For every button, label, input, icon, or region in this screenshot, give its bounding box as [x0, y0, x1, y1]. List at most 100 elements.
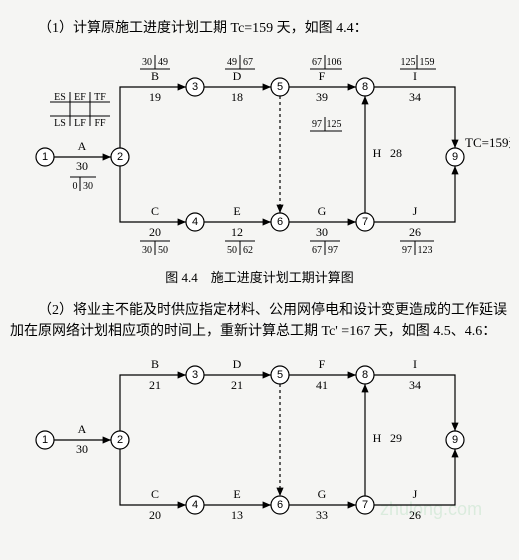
svg-text:B: B	[151, 69, 159, 83]
svg-text:19: 19	[149, 90, 161, 104]
svg-text:12: 12	[231, 225, 243, 239]
svg-text:1: 1	[42, 151, 48, 163]
svg-text:30: 30	[316, 225, 328, 239]
svg-text:0: 0	[73, 181, 78, 192]
svg-text:30: 30	[83, 181, 93, 192]
svg-text:50: 50	[158, 245, 168, 256]
svg-text:G: G	[318, 487, 327, 501]
watermark: zhulong.com	[380, 499, 482, 519]
node-6: 6	[271, 213, 289, 231]
time-bottom: 3050 5062 6797 97123 030	[70, 177, 434, 256]
svg-text:21: 21	[149, 378, 161, 392]
svg-text:9: 9	[452, 434, 458, 446]
svg-text:E: E	[233, 204, 240, 218]
svg-text:26: 26	[409, 508, 421, 522]
svg-text:6: 6	[277, 499, 283, 511]
svg-text:5: 5	[277, 369, 283, 381]
svg-text:39: 39	[316, 90, 328, 104]
svg-text:30: 30	[76, 442, 88, 456]
svg-text:E: E	[233, 487, 240, 501]
svg-text:F: F	[319, 357, 326, 371]
node-5: 5	[271, 366, 289, 384]
svg-text:34: 34	[409, 90, 421, 104]
svg-text:TF: TF	[94, 92, 106, 103]
node-8: 8	[356, 366, 374, 384]
node-3: 3	[186, 78, 204, 96]
svg-text:125: 125	[401, 57, 416, 68]
svg-text:41: 41	[316, 378, 328, 392]
svg-text:J: J	[413, 204, 418, 218]
svg-text:5: 5	[277, 81, 283, 93]
svg-text:8: 8	[362, 81, 368, 93]
svg-text:67: 67	[312, 57, 322, 68]
svg-text:LF: LF	[74, 118, 86, 129]
svg-text:33: 33	[316, 508, 328, 522]
svg-text:FF: FF	[94, 118, 106, 129]
svg-text:67: 67	[243, 57, 253, 68]
svg-text:C: C	[151, 487, 159, 501]
node-7: 7	[356, 496, 374, 514]
node-2: 2	[111, 148, 129, 166]
node-3: 3	[186, 366, 204, 384]
svg-text:3: 3	[192, 81, 198, 93]
svg-text:4: 4	[192, 499, 198, 511]
svg-text:A: A	[78, 139, 87, 153]
network-diagram-1: ES EF TF LS LF FF 1 2 3 4 5 6 7 8 9 A 30…	[10, 47, 510, 257]
svg-text:97: 97	[328, 245, 338, 256]
node-6: 6	[271, 496, 289, 514]
svg-text:125: 125	[327, 119, 342, 130]
svg-text:2: 2	[117, 434, 123, 446]
time-top: 30 49 49 67 67 106 125 159 97 125	[140, 55, 436, 131]
svg-text:1: 1	[42, 434, 48, 446]
svg-text:49: 49	[227, 57, 237, 68]
tc-label: TC=159天	[465, 135, 510, 150]
svg-text:106: 106	[327, 57, 342, 68]
svg-text:50: 50	[227, 245, 237, 256]
svg-text:J: J	[413, 487, 418, 501]
svg-text:20: 20	[149, 508, 161, 522]
svg-text:I: I	[413, 69, 417, 83]
svg-text:3: 3	[192, 369, 198, 381]
svg-text:13: 13	[231, 508, 243, 522]
svg-text:9: 9	[452, 151, 458, 163]
svg-text:F: F	[319, 69, 326, 83]
network-diagram-2: zhulong.com 1 2 3 4 5 6 7 8 9 A 30 B 21 …	[10, 350, 510, 525]
svg-text:28: 28	[390, 146, 402, 160]
svg-text:97: 97	[312, 119, 322, 130]
svg-text:62: 62	[243, 245, 253, 256]
svg-text:30: 30	[76, 159, 88, 173]
svg-text:2: 2	[117, 151, 123, 163]
node-8: 8	[356, 78, 374, 96]
svg-text:7: 7	[362, 499, 368, 511]
paragraph-1: （1）计算原施工进度计划工期 Tc=159 天，如图 4.4：	[10, 18, 509, 39]
svg-text:34: 34	[409, 378, 421, 392]
svg-text:A: A	[78, 422, 87, 436]
svg-text:30: 30	[142, 57, 152, 68]
node-1: 1	[36, 431, 54, 449]
node-4: 4	[186, 213, 204, 231]
svg-text:29: 29	[390, 431, 402, 445]
svg-text:D: D	[233, 357, 242, 371]
svg-text:6: 6	[277, 216, 283, 228]
svg-text:67: 67	[312, 245, 322, 256]
node-9: 9	[446, 148, 464, 166]
svg-text:H: H	[373, 431, 382, 445]
paragraph-2: （2）将业主不能及时供应指定材料、公用网停电和设计变更造成的工作延误加在原网络计…	[10, 300, 509, 342]
node-5: 5	[271, 78, 289, 96]
node-4: 4	[186, 496, 204, 514]
svg-text:8: 8	[362, 369, 368, 381]
figure-caption-1: 图 4.4 施工进度计划工期计算图	[10, 267, 509, 286]
svg-text:EF: EF	[74, 92, 86, 103]
node-2: 2	[111, 431, 129, 449]
svg-text:LS: LS	[54, 118, 66, 129]
svg-text:49: 49	[158, 57, 168, 68]
svg-text:H: H	[373, 146, 382, 160]
svg-text:C: C	[151, 204, 159, 218]
node-1: 1	[36, 148, 54, 166]
svg-text:I: I	[413, 357, 417, 371]
svg-text:159: 159	[420, 57, 435, 68]
svg-text:20: 20	[149, 225, 161, 239]
svg-text:7: 7	[362, 216, 368, 228]
svg-text:ES: ES	[54, 92, 66, 103]
svg-text:30: 30	[142, 245, 152, 256]
